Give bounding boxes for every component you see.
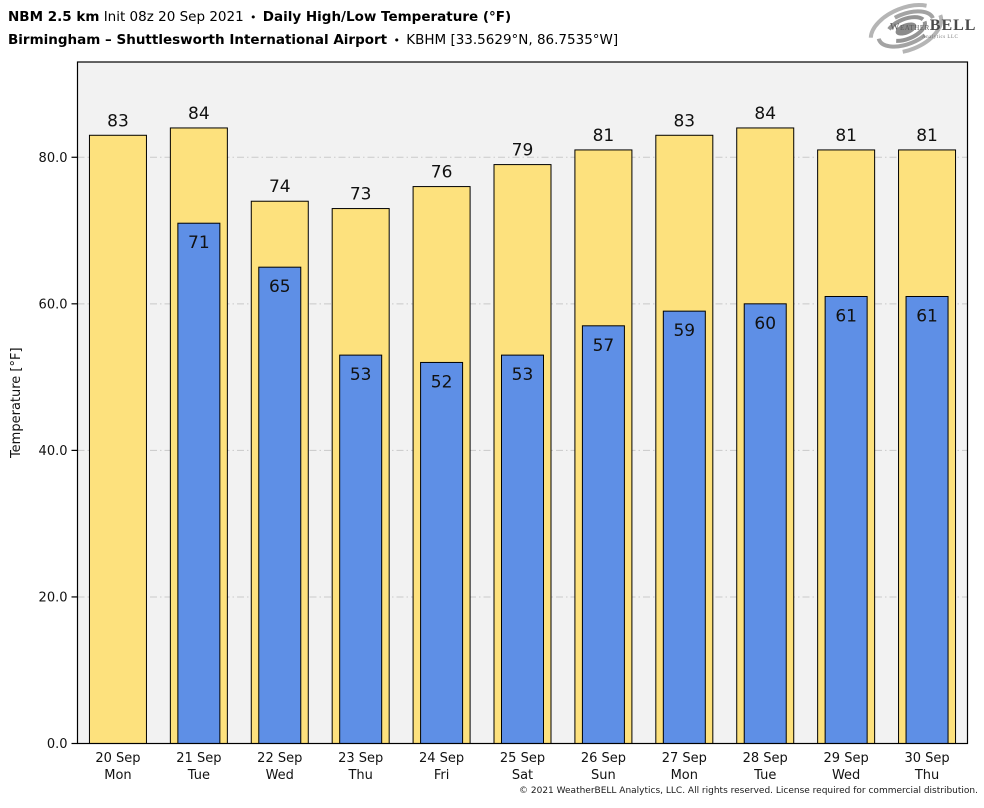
low-value-label: 61 [916,306,938,326]
bullet-separator: • [249,11,257,24]
station-id: KBHM [33.5629°N, 86.7535°W] [406,32,619,48]
x-tick-day: Mon [671,768,698,783]
high-value-label: 81 [835,126,857,146]
plot-border [76,61,969,745]
x-tick-date: 29 Sep [824,751,869,766]
low-bar [581,325,625,744]
low-value-label: 52 [431,372,453,392]
high-value-label: 73 [350,185,372,205]
x-tick-date: 21 Sep [176,751,221,766]
x-tick-day: Sun [591,768,616,783]
y-axis-label: Temperature [°F] [9,347,24,459]
x-tick-date: 28 Sep [743,751,788,766]
x-tick-day: Fri [434,768,450,783]
high-value-label: 79 [512,141,534,161]
high-value-label: 84 [754,104,776,124]
high-value-label: 83 [673,111,695,131]
x-tick-date: 30 Sep [904,751,949,766]
model-name: NBM 2.5 km [8,9,100,25]
x-tick-day: Thu [347,768,372,783]
x-tick-date: 22 Sep [257,751,302,766]
weatherbell-logo: WeatherBELL Analytics LLC [860,2,980,54]
y-tick-label: 0.0 [47,737,68,752]
low-value-label: 71 [188,233,210,253]
station-name: Birmingham – Shuttlesworth International… [8,32,388,48]
x-tick-date: 25 Sep [500,751,545,766]
high-value-label: 81 [916,126,938,146]
high-value-label: 81 [593,126,615,146]
low-value-label: 59 [673,321,695,341]
x-tick-day: Wed [266,768,294,783]
low-bar [177,222,221,745]
logo-text-weather: Weather [890,22,930,33]
title-line-1: NBM 2.5 km Init 08z 20 Sep 2021 • Daily … [8,6,618,29]
x-tick-day: Tue [753,768,776,783]
low-value-label: 53 [512,365,534,385]
high-value-label: 76 [431,163,453,183]
x-tick-date: 27 Sep [662,751,707,766]
logo-subtext: Analytics LLC [922,35,959,40]
high-value-label: 83 [107,111,129,131]
x-tick-date: 20 Sep [95,751,140,766]
high-value-label: 84 [188,104,210,124]
x-tick-date: 24 Sep [419,751,464,766]
low-bar [743,303,787,744]
product-name: Daily High/Low Temperature (°F) [262,9,512,25]
high-value-label: 74 [269,177,291,197]
init-time: Init 08z 20 Sep 2021 [103,9,244,25]
y-tick-label: 80.0 [39,151,68,166]
logo-text: WeatherBELL [890,17,976,35]
y-tick-label: 60.0 [39,297,68,312]
x-tick-day: Tue [187,768,210,783]
x-tick-day: Wed [832,768,860,783]
x-tick-date: 26 Sep [581,751,626,766]
low-bar [905,295,949,744]
low-bar [501,354,544,744]
chart-header: NBM 2.5 km Init 08z 20 Sep 2021 • Daily … [8,6,618,52]
high-bar [88,134,147,745]
low-value-label: 57 [593,336,615,356]
x-tick-date: 23 Sep [338,751,383,766]
low-bar [824,295,868,744]
logo-text-bell: BELL [929,17,977,34]
low-bar [258,266,302,744]
y-tick-label: 40.0 [39,444,68,459]
copyright-text: © 2021 WeatherBELL Analytics, LLC. All r… [519,786,978,796]
x-tick-day: Thu [914,768,939,783]
x-tick-day: Sat [512,768,533,783]
low-value-label: 60 [754,314,776,334]
y-tick-label: 20.0 [39,590,68,605]
low-bar [339,354,383,744]
swirl-icon [868,3,944,54]
title-line-2: Birmingham – Shuttlesworth International… [8,29,618,52]
low-value-label: 65 [269,277,291,297]
low-bar [420,361,464,744]
bullet-separator: • [393,34,400,47]
x-tick-day: Mon [104,768,131,783]
low-value-label: 61 [835,306,857,326]
low-bar [662,310,706,744]
low-value-label: 53 [350,365,372,385]
